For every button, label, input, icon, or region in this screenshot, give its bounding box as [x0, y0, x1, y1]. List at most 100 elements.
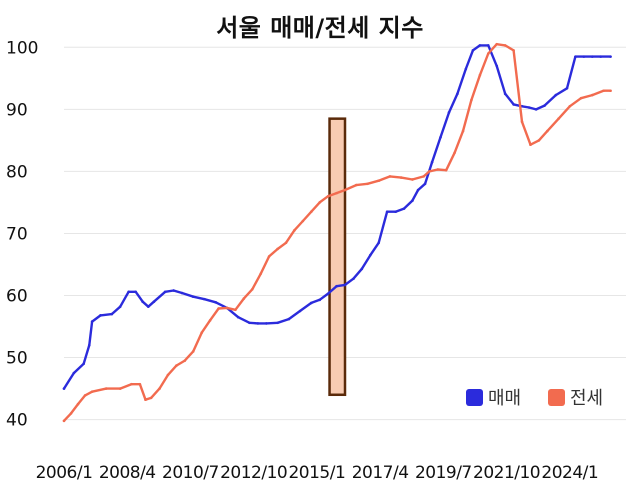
data-point — [110, 312, 114, 316]
data-point — [360, 267, 364, 271]
data-point — [62, 387, 66, 390]
data-point — [214, 301, 218, 304]
data-point — [385, 210, 389, 214]
data-point — [495, 42, 499, 46]
series-layer — [62, 42, 612, 423]
data-point — [284, 241, 288, 245]
data-point — [520, 120, 524, 124]
data-point — [343, 283, 347, 287]
data-point — [537, 139, 541, 142]
data-point — [590, 93, 594, 97]
legend-entry: 매매 — [466, 388, 521, 409]
data-point — [62, 419, 66, 423]
data-point — [335, 284, 338, 288]
data-point — [163, 290, 167, 294]
data-point — [326, 292, 330, 295]
data-point — [470, 98, 473, 102]
data-point — [134, 290, 137, 294]
data-point — [276, 247, 279, 251]
y-tick-label: 70 — [6, 224, 28, 244]
data-point — [318, 298, 322, 302]
data-point — [267, 255, 271, 258]
data-point — [430, 160, 434, 164]
data-point — [464, 67, 468, 71]
chart-title: 서울 매매/전세 지수 — [216, 14, 424, 42]
legend-label: 매매 — [488, 388, 521, 409]
legend-entry: 전세 — [548, 388, 603, 409]
data-point — [534, 108, 538, 111]
data-point — [90, 320, 94, 323]
data-point — [293, 229, 296, 232]
y-tick-label: 40 — [6, 411, 28, 431]
data-point — [99, 314, 102, 317]
data-point — [242, 297, 246, 300]
data-point — [130, 382, 133, 386]
data-point — [599, 55, 603, 58]
data-point — [180, 291, 184, 295]
data-point — [265, 322, 268, 325]
data-point — [203, 297, 206, 301]
data-point — [512, 49, 515, 52]
data-point — [609, 55, 612, 58]
data-point — [208, 319, 212, 322]
data-point — [298, 309, 302, 313]
x-tick-label: 2024/1 — [541, 463, 598, 483]
data-point — [256, 322, 260, 325]
data-point — [191, 295, 195, 299]
x-tick-label: 2021/10 — [473, 463, 540, 483]
data-point — [444, 168, 448, 172]
x-tick-label: 2015/1 — [288, 463, 345, 483]
data-point — [354, 183, 358, 187]
legend: 매매 전세 — [466, 388, 603, 409]
data-point — [436, 168, 440, 171]
data-point — [234, 308, 237, 312]
y-tick-label: 90 — [6, 100, 28, 120]
data-point — [609, 89, 612, 93]
data-point — [402, 207, 406, 210]
data-point — [557, 117, 560, 120]
data-point — [579, 96, 583, 100]
data-point — [287, 317, 291, 321]
data-point — [471, 49, 475, 52]
data-point — [301, 219, 305, 223]
data-point — [388, 175, 392, 178]
data-point — [394, 210, 397, 214]
data-point — [439, 135, 442, 139]
data-point — [87, 343, 91, 347]
data-point — [590, 55, 594, 58]
data-point — [487, 44, 490, 47]
data-point — [461, 129, 465, 133]
data-point — [512, 103, 515, 106]
data-point — [399, 176, 403, 179]
data-point — [166, 373, 170, 377]
data-point — [368, 253, 372, 257]
series-maemae — [62, 44, 612, 390]
data-point — [217, 307, 220, 310]
data-point — [144, 398, 147, 402]
data-point — [335, 191, 338, 195]
x-tick-label: 2006/1 — [36, 463, 93, 483]
data-point — [456, 92, 459, 96]
data-point — [149, 396, 153, 400]
data-point — [546, 129, 549, 133]
data-point — [104, 387, 108, 390]
series-jeonse — [62, 42, 612, 423]
data-point — [503, 44, 507, 47]
data-point — [423, 182, 427, 186]
data-point — [191, 350, 195, 353]
y-tick-label: 80 — [6, 162, 28, 182]
data-point — [377, 241, 381, 245]
data-point — [503, 92, 507, 96]
data-point — [326, 194, 330, 198]
x-tick-label: 2012/10 — [220, 463, 287, 483]
data-point — [411, 178, 414, 181]
data-point — [183, 359, 187, 362]
data-point — [487, 52, 490, 55]
x-tick-label: 2019/7 — [415, 463, 472, 483]
data-point — [309, 210, 313, 214]
data-point — [377, 179, 381, 183]
x-tick-label: 2008/4 — [99, 463, 156, 483]
data-point — [69, 412, 73, 415]
data-point — [428, 170, 431, 173]
